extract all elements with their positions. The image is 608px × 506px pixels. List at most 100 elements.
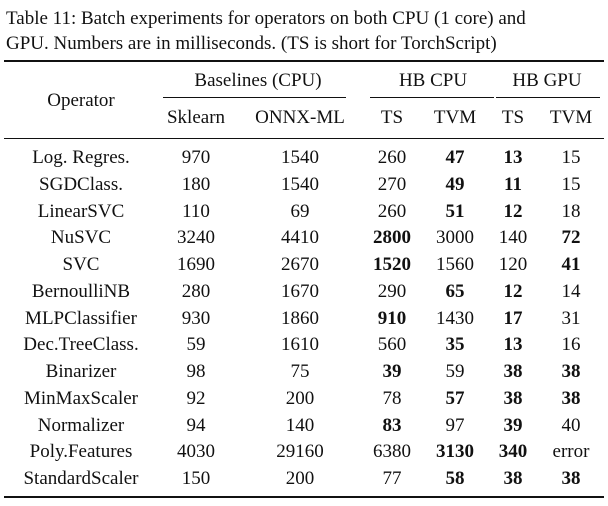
cell-gpu-tvm: error	[552, 441, 590, 463]
cell-sklearn: 150	[181, 468, 211, 489]
cell-cpu-tvm: 47	[445, 147, 465, 168]
cell-cpu-tvm: 1560	[436, 254, 474, 275]
cell-cpu-tvm: 97	[445, 414, 465, 436]
cell-gpu-tvm: 38	[561, 387, 581, 409]
cell-sklearn: 970	[181, 147, 211, 168]
cell-onnx-ml: 1860	[281, 307, 319, 329]
cell-sklearn: 98	[186, 361, 206, 382]
cell-cpu-ts: 270	[377, 173, 407, 195]
cell-sklearn: 1690	[177, 254, 215, 275]
cell-sklearn: 92	[186, 387, 206, 409]
header-cpu-tvm: TVM	[433, 107, 477, 128]
hb-cpu-group-rule	[370, 97, 494, 98]
cell-cpu-ts: 6380	[373, 441, 411, 463]
cell-gpu-ts: 11	[504, 173, 522, 195]
cell-cpu-tvm: 49	[445, 173, 465, 195]
cell-gpu-ts: 140	[498, 227, 528, 249]
table-top-rule	[4, 60, 604, 62]
cell-gpu-ts: 39	[503, 414, 523, 436]
cell-gpu-ts: 340	[498, 441, 528, 463]
cell-cpu-tvm: 35	[445, 334, 465, 356]
cell-gpu-tvm: 41	[561, 254, 581, 275]
cell-cpu-tvm: 3000	[436, 227, 474, 249]
cell-gpu-ts: 38	[503, 468, 523, 489]
cell-gpu-tvm: 31	[561, 307, 581, 329]
cell-cpu-ts: 910	[377, 307, 407, 329]
table-bottom-rule	[4, 496, 604, 498]
row-operator: BernoulliNB	[31, 280, 131, 302]
header-onnx-ml: ONNX-ML	[255, 107, 345, 128]
cell-cpu-ts: 2800	[373, 227, 411, 249]
cell-cpu-tvm: 59	[445, 361, 465, 382]
cell-cpu-tvm: 3130	[436, 441, 474, 463]
cell-gpu-tvm: 15	[561, 147, 581, 168]
cell-cpu-tvm: 65	[445, 280, 465, 302]
cell-sklearn: 280	[181, 280, 211, 302]
row-operator: Normalizer	[37, 414, 125, 436]
cell-sklearn: 180	[181, 173, 211, 195]
row-operator: SGDClass.	[39, 173, 123, 195]
table-caption: Table 11: Batch experiments for operator…	[6, 6, 606, 56]
cell-sklearn: 4030	[177, 441, 215, 463]
row-operator: Log. Regres.	[32, 147, 130, 168]
cell-sklearn: 59	[186, 334, 206, 356]
cell-onnx-ml: 1670	[281, 280, 319, 302]
cell-onnx-ml: 4410	[281, 227, 319, 249]
cell-sklearn: 3240	[177, 227, 215, 249]
cell-gpu-ts: 38	[503, 361, 523, 382]
cell-onnx-ml: 2670	[281, 254, 319, 275]
cell-onnx-ml: 200	[285, 468, 315, 489]
header-hb-gpu-group: HB GPU	[512, 70, 582, 91]
cell-cpu-ts: 560	[377, 334, 407, 356]
cell-onnx-ml: 69	[290, 200, 310, 222]
cell-gpu-tvm: 15	[561, 173, 581, 195]
header-gpu-tvm: TVM	[549, 107, 593, 128]
cell-gpu-ts: 13	[503, 334, 523, 356]
cell-cpu-ts: 260	[377, 200, 407, 222]
cell-onnx-ml: 75	[290, 361, 310, 382]
cell-gpu-ts: 13	[503, 147, 523, 168]
cell-onnx-ml: 1610	[281, 334, 319, 356]
header-gpu-ts: TS	[501, 107, 525, 128]
cell-cpu-tvm: 51	[445, 200, 465, 222]
row-operator: Binarizer	[45, 361, 117, 382]
cell-onnx-ml: 1540	[281, 147, 319, 168]
caption-line-2: GPU. Numbers are in milliseconds. (TS is…	[6, 33, 497, 54]
row-operator: MinMaxScaler	[24, 387, 138, 409]
cell-sklearn: 94	[186, 414, 206, 436]
cell-sklearn: 930	[181, 307, 211, 329]
header-sklearn: Sklearn	[166, 107, 226, 128]
cell-cpu-ts: 260	[377, 147, 407, 168]
cell-onnx-ml: 29160	[276, 441, 324, 463]
cell-gpu-tvm: 72	[561, 227, 581, 249]
header-operator: Operator	[47, 90, 115, 111]
cell-cpu-tvm: 57	[445, 387, 465, 409]
cell-cpu-tvm: 58	[445, 468, 465, 489]
row-operator: SVC	[62, 254, 100, 275]
cell-cpu-ts: 77	[382, 468, 402, 489]
cell-gpu-ts: 17	[503, 307, 523, 329]
cell-gpu-tvm: 14	[561, 280, 581, 302]
row-operator: StandardScaler	[23, 468, 139, 489]
cell-gpu-ts: 12	[503, 200, 523, 222]
row-operator: Dec.TreeClass.	[23, 334, 139, 356]
cell-gpu-tvm: 40	[561, 414, 581, 436]
header-baselines-group: Baselines (CPU)	[194, 70, 322, 91]
cell-gpu-tvm: 16	[561, 334, 581, 356]
row-operator: MLPClassifier	[25, 307, 137, 329]
caption-line-1: Table 11: Batch experiments for operator…	[6, 8, 526, 29]
row-operator: Poly.Features	[29, 441, 133, 463]
cell-cpu-ts: 39	[382, 361, 402, 382]
header-cpu-ts: TS	[380, 107, 404, 128]
baselines-group-rule	[163, 97, 346, 98]
cell-sklearn: 110	[182, 200, 210, 222]
cell-gpu-ts: 38	[503, 387, 523, 409]
header-bottom-rule	[4, 138, 604, 139]
cell-onnx-ml: 140	[285, 414, 315, 436]
cell-cpu-ts: 1520	[373, 254, 411, 275]
cell-cpu-tvm: 1430	[436, 307, 474, 329]
cell-gpu-tvm: 18	[561, 200, 581, 222]
hb-gpu-group-rule	[496, 97, 600, 98]
cell-gpu-tvm: 38	[561, 468, 581, 489]
header-hb-cpu-group: HB CPU	[398, 70, 468, 91]
